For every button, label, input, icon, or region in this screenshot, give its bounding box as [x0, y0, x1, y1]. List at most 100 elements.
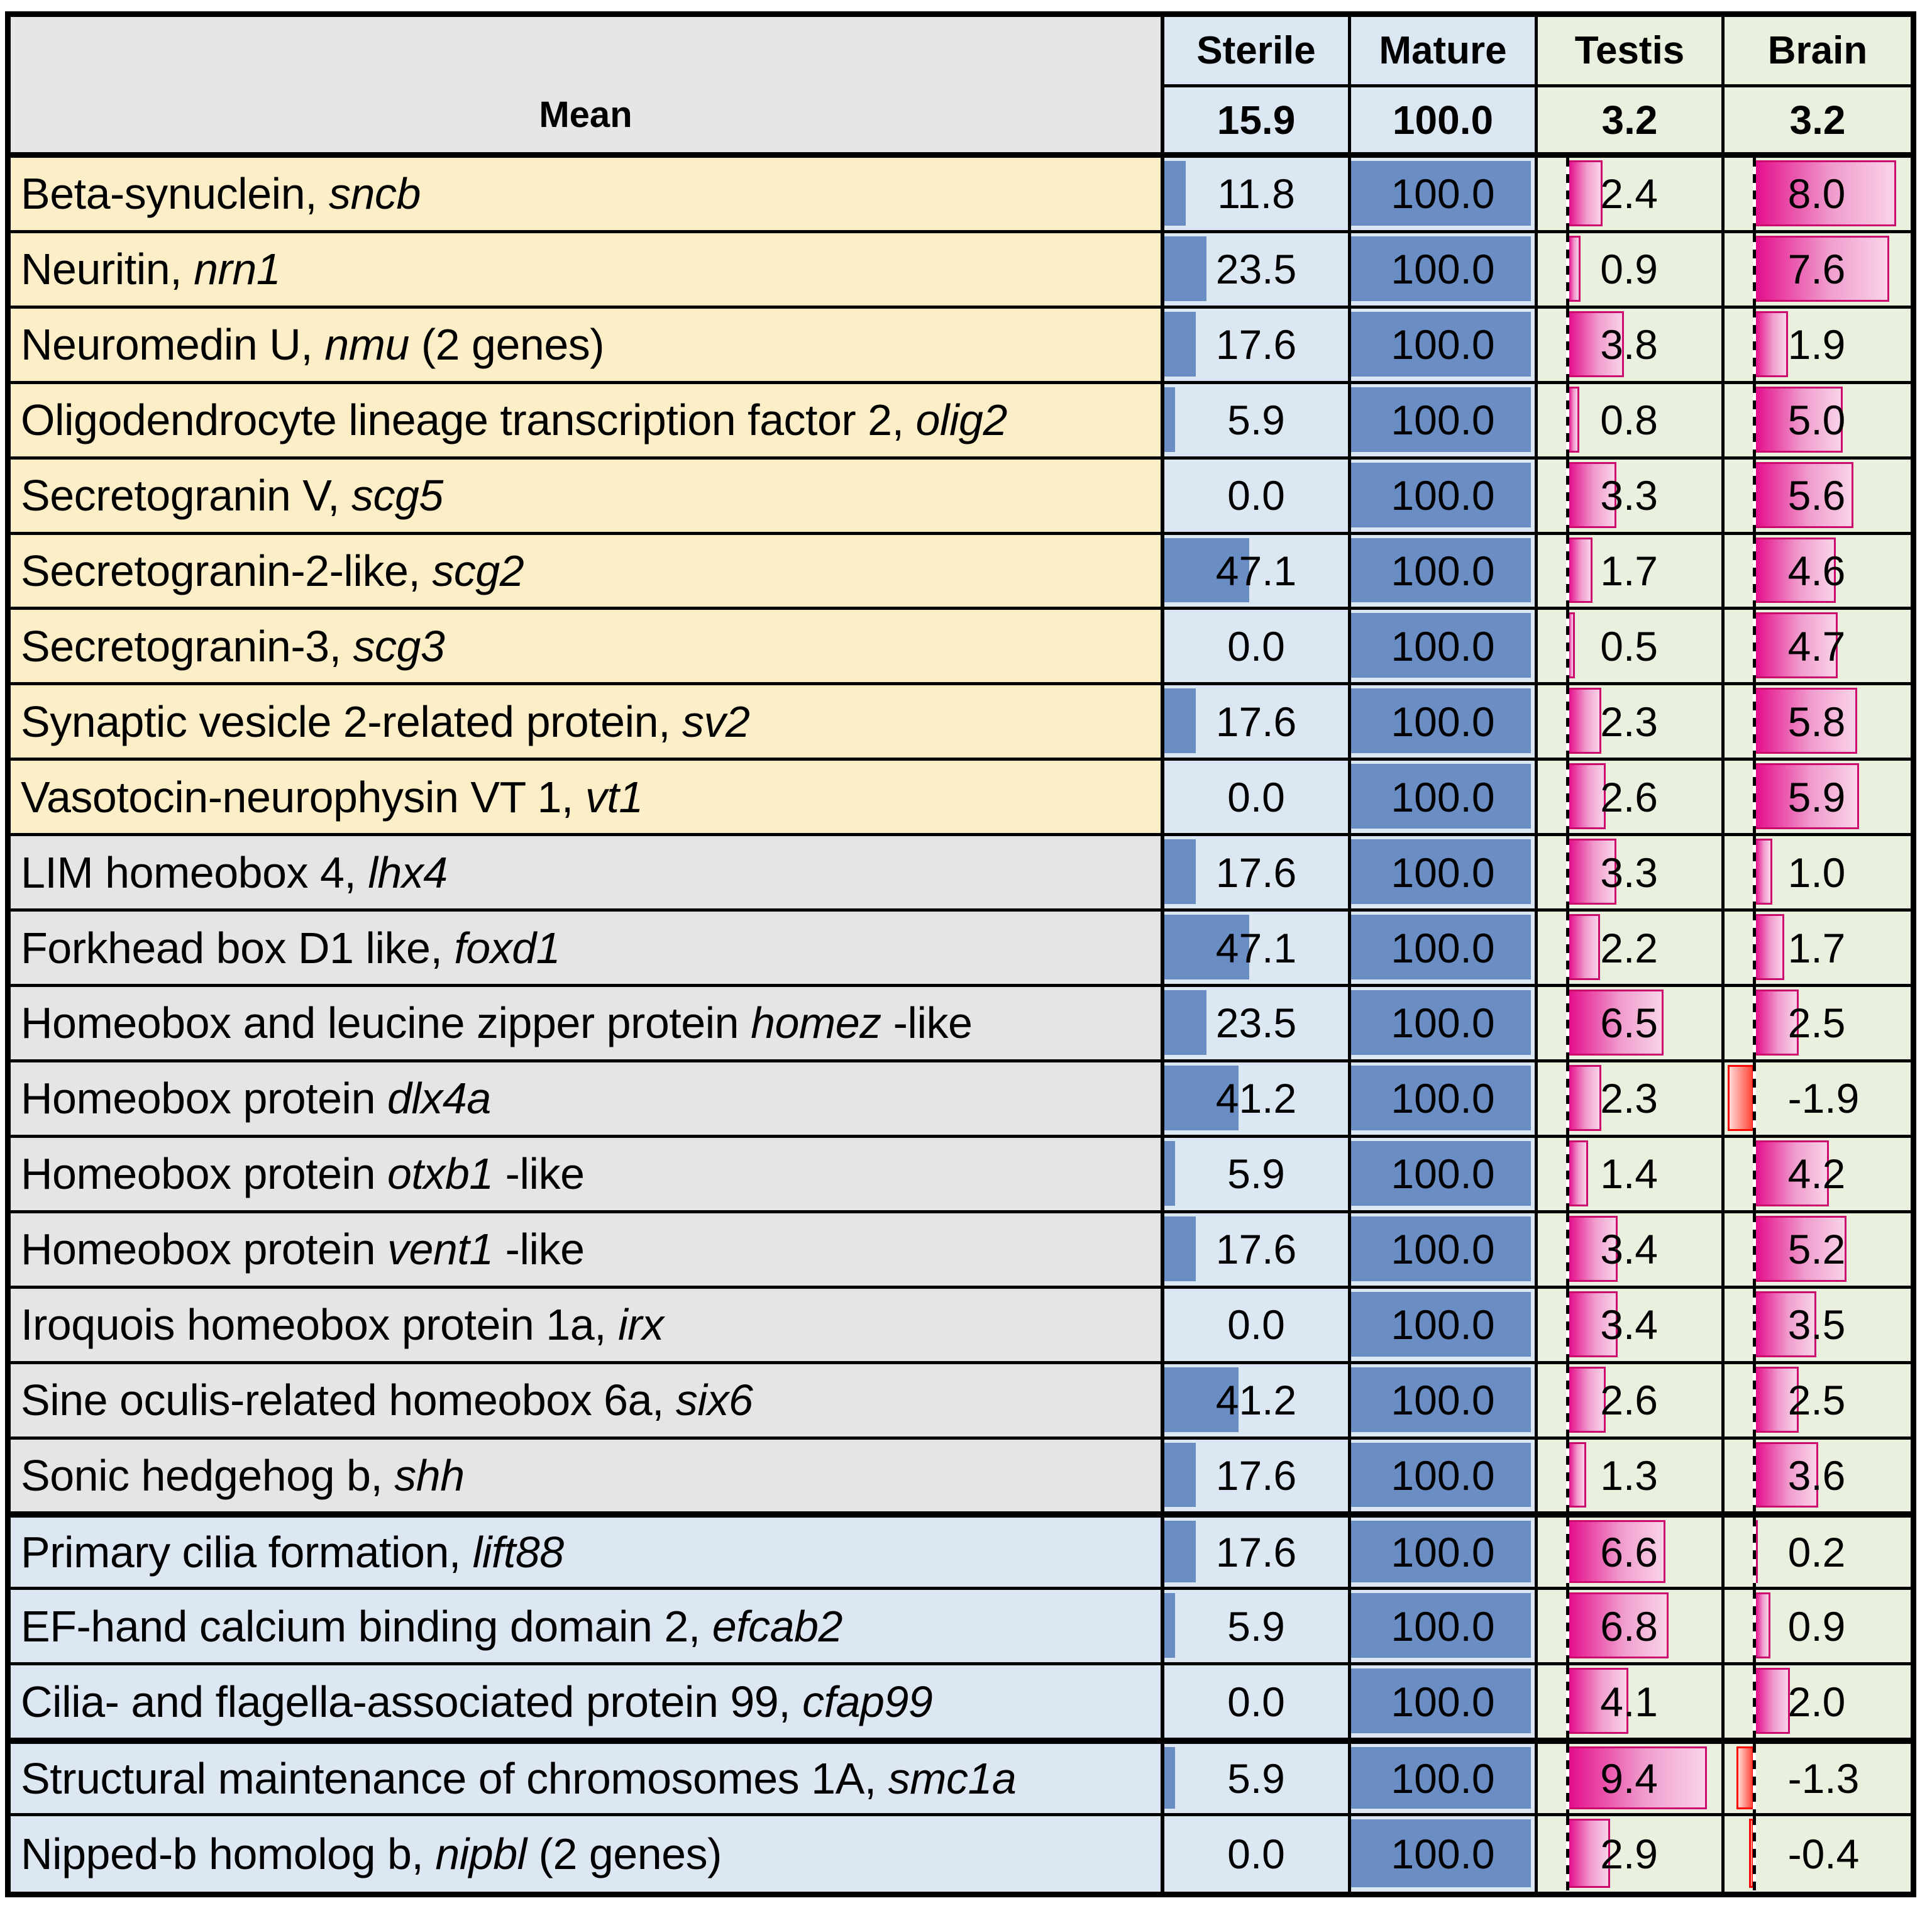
brain-value: 8.0: [1787, 170, 1846, 218]
zero-axis-dashed-line: [1565, 308, 1569, 381]
testis-value: 1.7: [1600, 548, 1659, 595]
testis-bar: [1567, 763, 1606, 830]
gene-label-text: Neuritin, nrn1: [21, 245, 281, 294]
gene-label-text: Sonic hedgehog b, shh: [21, 1450, 465, 1500]
gene-label-text: Homeobox protein otxb1 -like: [21, 1149, 585, 1199]
brain-cell: 3.5: [1725, 1288, 1911, 1364]
gene-symbol: otxb1: [387, 1149, 494, 1199]
brain-value: 1.7: [1787, 924, 1846, 971]
brain-cell: 5.2: [1725, 1213, 1911, 1289]
mature-cell: 100.0: [1351, 836, 1538, 912]
mean-label: Mean: [539, 94, 632, 135]
mature-cell: 100.0: [1351, 761, 1538, 837]
brain-cell: 8.0: [1725, 158, 1911, 233]
testis-cell: 0.5: [1538, 610, 1725, 686]
brain-cell: 2.0: [1725, 1665, 1911, 1741]
zero-axis-dashed-line: [1565, 1518, 1569, 1587]
gene-symbol: scg2: [432, 546, 524, 596]
zero-axis-dashed-line: [1753, 1213, 1757, 1286]
mature-bar: [1351, 387, 1532, 452]
gene-symbol: shh: [394, 1450, 465, 1500]
zero-axis-dashed-line: [1753, 761, 1757, 834]
sterile-bar: [1164, 1747, 1175, 1809]
zero-axis-dashed-line: [1753, 912, 1757, 984]
column-header-sterile: Sterile: [1164, 17, 1351, 87]
testis-value: 2.2: [1600, 924, 1659, 971]
brain-value: 5.6: [1787, 472, 1846, 519]
zero-axis-dashed-line: [1565, 1744, 1569, 1814]
testis-bar: [1567, 311, 1624, 377]
sterile-value: 0.0: [1227, 1678, 1285, 1725]
zero-axis-dashed-line: [1753, 233, 1757, 306]
sterile-value: 5.9: [1227, 1602, 1285, 1650]
testis-bar: [1567, 688, 1602, 754]
sterile-value: 0.0: [1227, 1301, 1285, 1348]
brain-cell: 1.0: [1725, 836, 1911, 912]
sterile-value: 0.0: [1227, 1831, 1285, 1878]
testis-cell: 1.4: [1538, 1137, 1725, 1213]
mature-cell: 100.0: [1351, 685, 1538, 761]
brain-value: 4.6: [1787, 548, 1846, 595]
brain-bar: [1754, 1668, 1790, 1734]
brain-value: 3.5: [1787, 1301, 1846, 1348]
brain-bar: [1754, 311, 1788, 377]
testis-value: 0.5: [1600, 622, 1659, 670]
mature-bar: [1351, 915, 1532, 980]
gene-symbol: foxd1: [454, 923, 561, 973]
brain-bar: [1754, 235, 1889, 302]
sterile-value: 17.6: [1215, 849, 1297, 896]
gene-label: Structural maintenance of chromosomes 1A…: [11, 1741, 1164, 1817]
zero-axis-dashed-line: [1565, 610, 1569, 683]
sterile-bar: [1164, 1442, 1196, 1508]
testis-value: 3.4: [1600, 1301, 1659, 1348]
brain-bar: [1754, 1366, 1799, 1433]
testis-bar: [1567, 1064, 1602, 1131]
gene-label-text: Oligodendrocyte lineage transcription fa…: [21, 395, 1007, 445]
zero-axis-dashed-line: [1753, 383, 1757, 456]
gene-label: Oligodendrocyte lineage transcription fa…: [11, 383, 1164, 460]
mature-cell: 100.0: [1351, 987, 1538, 1062]
gene-label-text: Synaptic vesicle 2-related protein, sv2: [21, 697, 750, 746]
sterile-cell: 0.0: [1164, 459, 1351, 535]
testis-cell: 2.4: [1538, 158, 1725, 233]
gene-symbol: nipbl: [435, 1829, 527, 1879]
gene-label: Iroquois homeobox protein 1a, irx: [11, 1288, 1164, 1364]
sterile-value: 47.1: [1215, 548, 1297, 595]
testis-bar: [1567, 461, 1616, 528]
testis-bar: [1567, 1442, 1587, 1508]
gene-symbol: cfap99: [802, 1677, 933, 1726]
testis-cell: 6.5: [1538, 987, 1725, 1062]
testis-value: 3.4: [1600, 1226, 1659, 1273]
testis-cell: 2.3: [1538, 1062, 1725, 1138]
sterile-bar: [1164, 1521, 1196, 1583]
gene-label: Homeobox and leucine zipper protein home…: [11, 987, 1164, 1062]
gene-label-text: Secretogranin-2-like, scg2: [21, 546, 524, 596]
brain-cell: 4.6: [1725, 534, 1911, 610]
gene-label-text: Sine oculis-related homeobox 6a, six6: [21, 1376, 753, 1425]
zero-axis-dashed-line: [1753, 987, 1757, 1059]
zero-axis-dashed-line: [1753, 1364, 1757, 1437]
brain-bar: [1754, 914, 1785, 981]
mature-cell: 100.0: [1351, 1816, 1538, 1892]
mature-bar: [1351, 839, 1532, 905]
column-mean-testis: 3.2: [1538, 87, 1725, 158]
mature-value: 100.0: [1391, 1377, 1495, 1424]
gene-symbol: dlx4a: [387, 1074, 491, 1123]
sterile-value: 41.2: [1215, 1075, 1297, 1122]
sterile-cell: 5.9: [1164, 1590, 1351, 1666]
sterile-cell: 0.0: [1164, 1288, 1351, 1364]
zero-axis-dashed-line: [1753, 1062, 1757, 1135]
gene-label-text: Iroquois homeobox protein 1a, irx: [21, 1300, 664, 1350]
testis-bar: [1567, 1366, 1606, 1433]
sterile-bar: [1164, 236, 1207, 301]
testis-value: 2.3: [1600, 698, 1659, 745]
mature-bar: [1351, 613, 1532, 678]
sterile-value: 0.0: [1227, 622, 1285, 670]
sterile-cell: 23.5: [1164, 987, 1351, 1062]
testis-cell: 3.3: [1538, 459, 1725, 535]
brain-bar: [1754, 1442, 1818, 1508]
gene-label-text: LIM homeobox 4, lhx4: [21, 847, 448, 897]
mature-cell: 100.0: [1351, 1213, 1538, 1289]
mature-bar: [1351, 1593, 1532, 1658]
gene-label-text: Secretogranin V, scg5: [21, 471, 443, 521]
